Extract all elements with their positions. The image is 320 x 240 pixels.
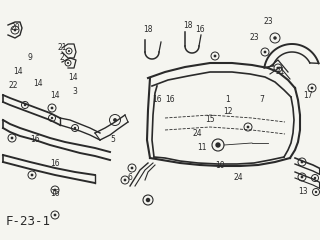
- Text: 12: 12: [223, 108, 233, 116]
- Text: 23: 23: [263, 18, 273, 26]
- Text: 16: 16: [195, 25, 205, 35]
- Text: 7: 7: [260, 96, 264, 104]
- Text: 16: 16: [50, 188, 60, 198]
- Circle shape: [51, 107, 53, 109]
- Text: 20: 20: [10, 24, 20, 32]
- Text: 16: 16: [165, 96, 175, 104]
- Circle shape: [264, 51, 266, 54]
- Circle shape: [74, 127, 76, 129]
- Circle shape: [11, 137, 13, 139]
- Circle shape: [54, 189, 56, 192]
- Text: 5: 5: [111, 136, 116, 144]
- Text: 16: 16: [30, 136, 40, 144]
- Circle shape: [215, 142, 221, 148]
- Text: 1: 1: [226, 96, 230, 104]
- Text: 15: 15: [205, 115, 215, 125]
- Text: 11: 11: [197, 144, 207, 152]
- Circle shape: [276, 66, 279, 69]
- Text: 23: 23: [249, 34, 259, 42]
- Circle shape: [67, 62, 69, 64]
- Circle shape: [146, 198, 150, 202]
- Text: 9: 9: [28, 54, 32, 62]
- Text: 2: 2: [60, 54, 64, 62]
- Circle shape: [113, 118, 117, 122]
- Text: F-23-1: F-23-1: [6, 215, 51, 228]
- Circle shape: [214, 55, 216, 57]
- Text: 17: 17: [303, 90, 313, 100]
- Circle shape: [315, 191, 317, 193]
- Circle shape: [24, 104, 26, 106]
- Text: 14: 14: [68, 73, 78, 83]
- Circle shape: [13, 29, 16, 31]
- Circle shape: [54, 214, 56, 216]
- Text: 16: 16: [50, 158, 60, 168]
- Text: 10: 10: [215, 161, 225, 169]
- Text: 18: 18: [143, 25, 153, 35]
- Text: 24: 24: [233, 174, 243, 182]
- Circle shape: [51, 117, 53, 119]
- Text: 21: 21: [275, 67, 285, 77]
- Circle shape: [311, 87, 313, 90]
- Circle shape: [68, 50, 70, 52]
- Text: 18: 18: [183, 22, 193, 30]
- Text: 14: 14: [50, 90, 60, 100]
- Text: 3: 3: [73, 88, 77, 96]
- Circle shape: [273, 36, 277, 40]
- Text: 22: 22: [8, 80, 18, 90]
- Text: 21: 21: [57, 42, 67, 52]
- Text: 16: 16: [152, 96, 162, 104]
- Circle shape: [131, 167, 133, 169]
- Text: 6: 6: [128, 174, 132, 182]
- Text: 13: 13: [298, 187, 308, 197]
- Circle shape: [300, 176, 303, 178]
- Circle shape: [300, 161, 303, 163]
- Circle shape: [247, 126, 249, 128]
- Circle shape: [124, 179, 126, 181]
- Text: 14: 14: [13, 67, 23, 77]
- Circle shape: [31, 174, 33, 176]
- Circle shape: [314, 177, 316, 179]
- Text: 24: 24: [192, 128, 202, 138]
- Text: 14: 14: [33, 78, 43, 88]
